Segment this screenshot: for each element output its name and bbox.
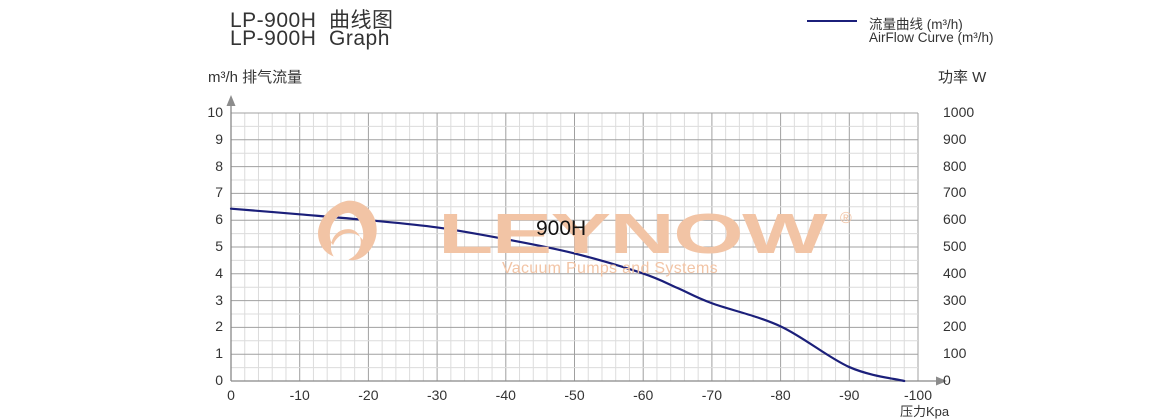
svg-text:Vacuum Pumps and Systems: Vacuum Pumps and Systems [502, 260, 718, 277]
svg-text:LEYNOW: LEYNOW [438, 202, 828, 266]
svg-text:®: ® [840, 210, 852, 227]
